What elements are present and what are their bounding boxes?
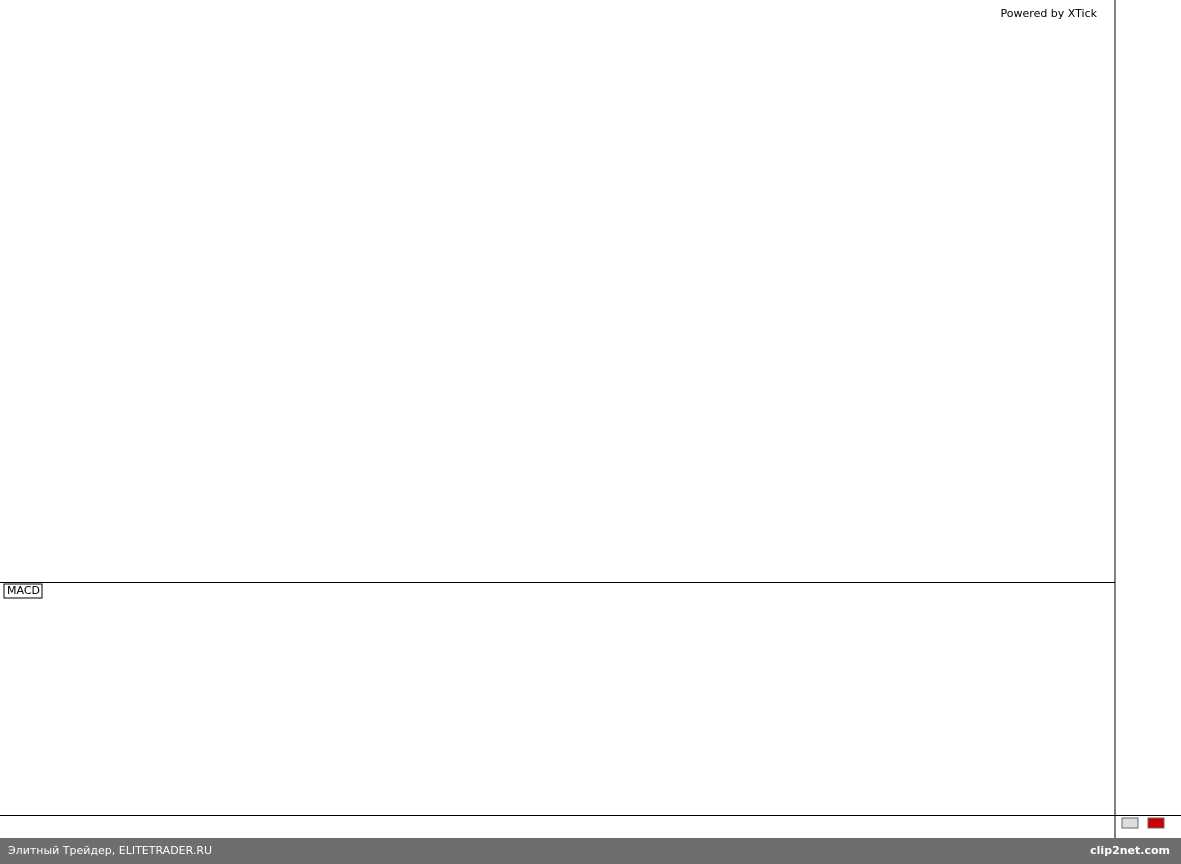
macd-label: MACD [7, 584, 40, 597]
footer-text: Элитный Трейдер, ELITETRADER.RU [8, 844, 212, 857]
footer-bar [0, 838, 1181, 864]
icon[interactable] [1121, 817, 1139, 829]
icon[interactable] [1147, 817, 1165, 829]
watermark: Powered by XTick [1001, 7, 1098, 20]
macd-label-box [3, 583, 43, 599]
logo: clip2net.com [1090, 844, 1170, 857]
